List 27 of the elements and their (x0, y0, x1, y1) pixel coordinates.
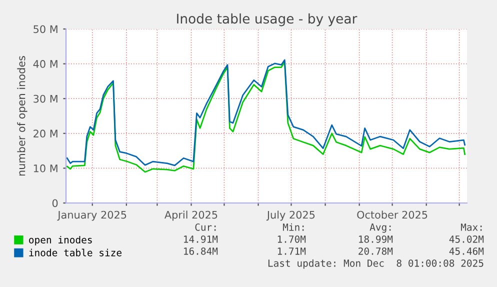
text: 16.84M (184, 247, 218, 255)
legend-label: open inodes (29, 236, 92, 246)
text: 45.46M (449, 247, 484, 255)
x-tick-label: October 2025 (357, 210, 428, 219)
text: 18.99M (359, 235, 393, 243)
text: Avg: (370, 224, 391, 233)
y-tick-label: 50 M (34, 25, 58, 34)
text: 1.70M (278, 235, 306, 243)
y-tick-label: 20 M (34, 130, 58, 138)
x-tick-label: January 2025 (57, 210, 126, 221)
y-tick-label: 10 M (34, 164, 58, 172)
x-tick-label: April 2025 (164, 210, 218, 221)
text: Max: (460, 224, 482, 231)
text: 45.02M (449, 235, 484, 243)
y-tick-label: 0 (52, 199, 58, 208)
x-tick-label: July 2025 (266, 210, 315, 221)
text: Cur: (195, 223, 216, 231)
text: 14.91M (184, 235, 218, 243)
text: 20.78M (358, 247, 393, 255)
y-axis-title: number of open inodes (17, 56, 28, 176)
text: Last update: Mon Dec 8 01:00:08 2025 (268, 259, 484, 269)
chart-title: Inode table usage - by year (177, 13, 358, 26)
y-tick-label: 40 M (33, 60, 58, 68)
text: 1.71M (278, 248, 306, 255)
legend-label: inode table size (29, 248, 122, 256)
text: Min: (282, 223, 304, 231)
y-tick-label: 30 M (34, 94, 58, 103)
